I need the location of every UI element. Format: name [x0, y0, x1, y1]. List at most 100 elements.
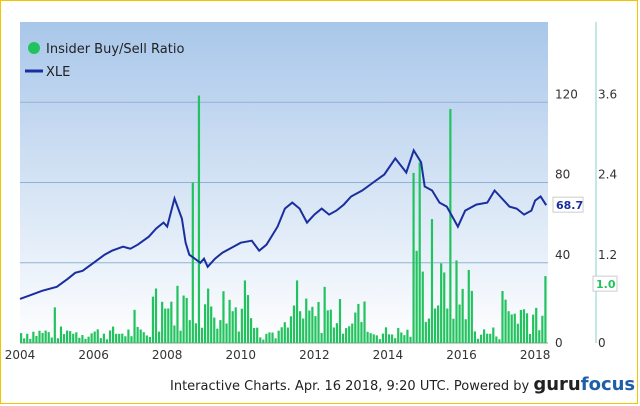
ratio-bar — [421, 271, 424, 343]
left-axis-tick-label: 80 — [555, 168, 570, 182]
ratio-bar — [23, 338, 26, 343]
ratio-bar — [207, 288, 210, 343]
ratio-bar — [124, 336, 127, 343]
ratio-bar — [384, 327, 388, 343]
ratio-bar — [32, 331, 35, 343]
ratio-bar — [151, 296, 155, 343]
ratio-bar — [381, 333, 385, 343]
ratio-bar — [335, 323, 339, 343]
ratio-bar — [139, 329, 142, 343]
ratio-bar — [400, 332, 403, 343]
ratio-bar — [213, 317, 216, 343]
ratio-bar — [528, 333, 532, 343]
ratio-bar — [311, 306, 314, 343]
ratio-bar — [289, 316, 293, 343]
ratio-bar — [295, 280, 299, 343]
ratio-bar — [87, 336, 90, 343]
ratio-bar — [498, 339, 501, 343]
ratio-bar — [314, 316, 317, 343]
ratio-bar — [75, 332, 78, 343]
ratio-bar — [81, 335, 84, 343]
ratio-bar — [516, 323, 519, 343]
left-axis-tick-label: 0 — [555, 336, 563, 350]
ratio-bar — [510, 314, 513, 343]
ratio-bar — [249, 318, 253, 343]
chart-footer: Interactive Charts. Apr. 16 2018, 9:20 U… — [170, 374, 635, 395]
x-axis-tick-label: 2012 — [299, 348, 330, 362]
ratio-bar — [504, 299, 507, 343]
ratio-bar — [541, 315, 544, 343]
ratio-bar — [308, 310, 311, 343]
ratio-bar — [519, 309, 522, 343]
ratio-bar — [115, 333, 118, 343]
ratio-bar — [246, 295, 250, 343]
ratio-bar — [372, 334, 375, 343]
ratio-bar — [197, 95, 201, 343]
ratio-bar — [53, 307, 56, 343]
ratio-bar — [176, 285, 179, 343]
ratio-bar — [222, 291, 225, 343]
ratio-bar — [188, 320, 191, 343]
ratio-bar — [489, 333, 492, 343]
ratio-bar — [44, 330, 47, 343]
gurufocus-logo-focus[interactable]: focus — [580, 374, 636, 395]
ratio-bar — [299, 311, 302, 343]
ratio-bar — [29, 338, 32, 343]
legend-ratio-label: Insider Buy/Sell Ratio — [46, 42, 184, 57]
legend-xle-label: XLE — [46, 65, 70, 80]
ratio-bar — [225, 323, 228, 343]
ratio-bar — [446, 308, 449, 343]
ratio-bar — [341, 333, 345, 343]
x-axis-tick-label: 2008 — [152, 348, 183, 362]
ratio-bar — [513, 313, 516, 343]
ratio-bar — [470, 290, 473, 343]
x-axis-tick-label: 2004 — [5, 348, 36, 362]
ratio-bar — [522, 309, 526, 343]
left-axis-tick-label: 40 — [555, 248, 570, 262]
ratio-bar — [430, 219, 434, 343]
ratio-bar — [495, 336, 498, 343]
ratio-bar — [219, 320, 222, 343]
ratio-bar — [418, 162, 421, 343]
ratio-bar — [320, 333, 323, 343]
ratio-bar — [93, 331, 96, 343]
ratio-bar — [452, 318, 455, 343]
ratio-bar — [145, 335, 148, 343]
ratio-bar — [118, 333, 121, 343]
ratio-bar — [271, 332, 274, 343]
ratio-bar — [154, 288, 158, 343]
ratio-bar — [262, 339, 265, 343]
ratio-bar — [240, 308, 243, 343]
ratio-bar — [253, 327, 256, 343]
ratio-bar — [164, 308, 167, 343]
x-axis-tick-label: 2016 — [446, 348, 477, 362]
ratio-bar — [507, 311, 510, 343]
ratio-bar — [473, 331, 476, 343]
ratio-bar — [317, 301, 320, 343]
ratio-bar — [492, 327, 495, 343]
ratio-bar — [397, 328, 400, 343]
ratio-bar — [501, 290, 504, 343]
ratio-bar — [440, 263, 443, 343]
ratio-bar — [265, 333, 268, 343]
ratio-bar — [200, 327, 204, 343]
ratio-bar — [268, 332, 271, 343]
ratio-bar — [535, 307, 538, 343]
ratio-bar — [228, 299, 231, 343]
ratio-bar — [394, 338, 397, 343]
ratio-bar — [203, 304, 207, 343]
ratio-bar — [409, 336, 412, 343]
ratio-bar — [443, 272, 446, 343]
right-axis-tick-label: 1.2 — [598, 248, 617, 262]
ratio-bar — [360, 322, 363, 343]
ratio-bar — [433, 308, 437, 343]
x-axis-tick-label: 2010 — [225, 348, 256, 362]
ratio-bar — [302, 318, 305, 343]
gurufocus-logo-guru[interactable]: guru — [533, 374, 581, 395]
ratio-bar — [182, 295, 185, 343]
ratio-bar — [78, 337, 81, 343]
ratio-bar — [351, 323, 354, 343]
ratio-bar — [105, 339, 109, 343]
ratio-bar — [455, 260, 458, 343]
